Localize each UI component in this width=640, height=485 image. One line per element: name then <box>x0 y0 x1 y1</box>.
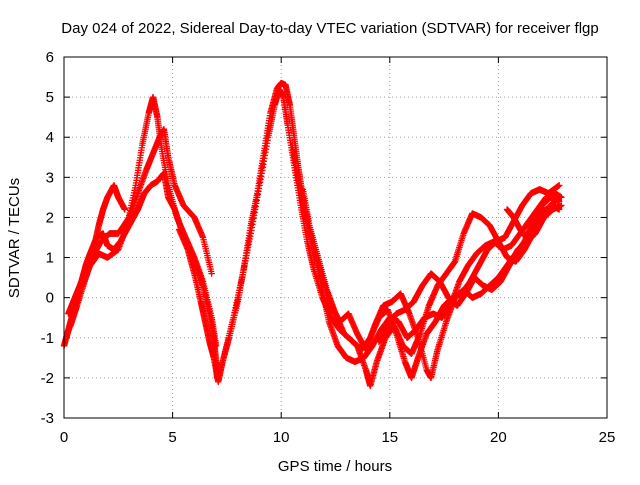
satellite-track <box>62 93 220 349</box>
data-point <box>212 342 220 349</box>
x-tick-label: 20 <box>490 429 507 446</box>
points-layer <box>60 79 565 390</box>
y-tick-label: 2 <box>46 209 54 226</box>
y-tick-label: 4 <box>46 129 54 146</box>
x-tick-label: 25 <box>599 429 616 446</box>
y-tick-label: 0 <box>46 290 54 307</box>
x-tick-label: 0 <box>60 429 68 446</box>
y-tick-label: -3 <box>41 410 54 427</box>
x-tick-label: 10 <box>273 429 290 446</box>
y-tick-label: -2 <box>41 370 54 387</box>
x-tick-label: 15 <box>381 429 398 446</box>
x-tick-label: 5 <box>168 429 176 446</box>
chart-title: Day 024 of 2022, Sidereal Day-to-day VTE… <box>61 20 598 37</box>
y-tick-label: 5 <box>46 89 54 106</box>
y-tick-label: -1 <box>41 330 54 347</box>
y-tick-label: 1 <box>46 250 54 267</box>
x-axis-label: GPS time / hours <box>278 458 392 475</box>
y-tick-label: 6 <box>46 49 54 66</box>
satellite-track <box>65 182 129 317</box>
y-tick-label: 3 <box>46 169 54 186</box>
data-point <box>121 206 129 213</box>
data-point <box>208 270 215 277</box>
y-axis-label: SDTVAR / TECUs <box>6 178 23 298</box>
